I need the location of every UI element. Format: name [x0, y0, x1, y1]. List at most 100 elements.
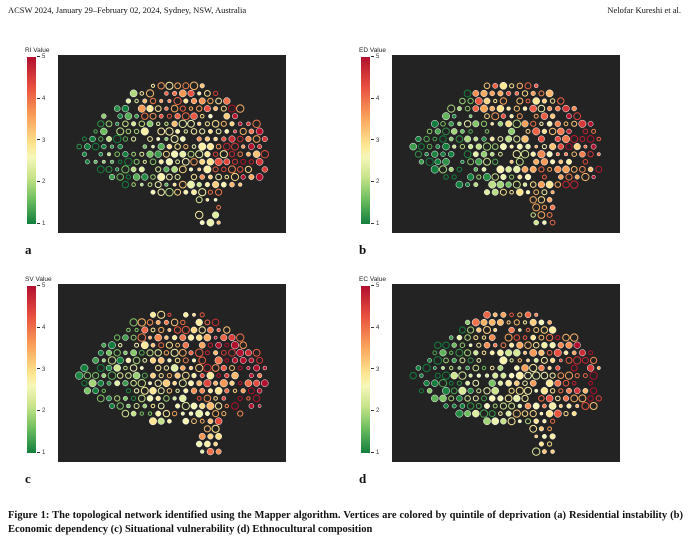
network-node [139, 366, 144, 370]
network-node [183, 144, 189, 150]
network-node [457, 366, 462, 370]
network-node [122, 151, 129, 158]
network-node [549, 433, 556, 440]
network-node [100, 127, 108, 136]
network-node [442, 341, 450, 349]
network-node [195, 363, 204, 373]
network-node [471, 318, 480, 327]
network-node [116, 356, 124, 365]
network-node [199, 113, 205, 119]
network-node [533, 327, 540, 333]
network-node [448, 395, 455, 402]
network-node [170, 104, 179, 113]
network-node [488, 379, 496, 387]
network-node [129, 89, 138, 98]
network-node [141, 112, 149, 120]
network-node [545, 409, 554, 418]
network-node [190, 158, 198, 166]
network-node [213, 350, 219, 356]
network-node [555, 335, 561, 341]
network-node [545, 394, 554, 403]
network-node [581, 402, 590, 410]
network-node [586, 364, 595, 372]
network-node [183, 312, 189, 318]
network-node [154, 150, 162, 158]
network-node [525, 143, 531, 150]
network-node [537, 181, 545, 189]
network-node [257, 373, 263, 379]
network-node [157, 402, 165, 410]
network-node [164, 121, 169, 127]
network-node [215, 143, 222, 150]
network-node [228, 334, 236, 342]
network-node [212, 181, 220, 189]
network-node [414, 150, 422, 158]
network-node [130, 410, 137, 417]
network-node [157, 417, 165, 425]
network-node [504, 394, 513, 403]
network-node [529, 363, 538, 373]
network-node [542, 220, 547, 225]
network-node [157, 357, 165, 364]
network-node [248, 357, 255, 364]
network-node [150, 83, 156, 88]
network-node [557, 127, 565, 136]
network-node [500, 417, 507, 425]
network-node [509, 189, 514, 195]
network-node [534, 388, 539, 393]
network-node [124, 157, 133, 167]
network-node [499, 81, 508, 90]
network-node [541, 433, 547, 439]
network-node [213, 380, 219, 386]
network-node [182, 357, 189, 364]
network-plot [58, 284, 286, 462]
network-node [433, 356, 443, 365]
network-node [541, 449, 547, 455]
network-node [588, 350, 594, 356]
network-node [507, 417, 516, 426]
network-node [566, 128, 572, 135]
network-node [538, 395, 545, 402]
network-node [204, 350, 210, 356]
network-node [448, 335, 454, 340]
network-node [468, 129, 473, 134]
network-node [481, 167, 487, 172]
network-node [146, 150, 154, 158]
network-node [157, 172, 166, 182]
network-node [473, 350, 479, 356]
network-graph [409, 81, 603, 226]
network-node [204, 319, 211, 326]
network-node [522, 106, 528, 111]
network-node [155, 166, 162, 173]
network-node [570, 166, 578, 173]
network-node [565, 356, 573, 364]
network-node [116, 173, 125, 181]
network-node [488, 318, 496, 326]
network-node [483, 82, 491, 90]
network-node [435, 144, 441, 149]
network-node [476, 342, 482, 348]
network-node [431, 150, 439, 158]
network-node [590, 387, 598, 395]
network-node [468, 114, 473, 119]
network-node [476, 358, 482, 363]
network-node [537, 104, 546, 113]
network-node [141, 326, 149, 334]
network-node [232, 113, 238, 120]
network-node [170, 348, 179, 357]
network-node [570, 364, 578, 372]
network-node [190, 387, 198, 394]
network-node [539, 121, 544, 127]
network-node [173, 96, 182, 106]
network-node [540, 112, 549, 120]
network-node [529, 348, 538, 357]
network-node [578, 394, 587, 403]
network-node [432, 366, 437, 370]
network-node [101, 342, 107, 348]
network-node [476, 174, 482, 180]
network-node [183, 129, 189, 134]
network-node [223, 326, 231, 334]
network-node [105, 349, 113, 356]
network-node [195, 150, 204, 159]
network-node [423, 135, 430, 143]
